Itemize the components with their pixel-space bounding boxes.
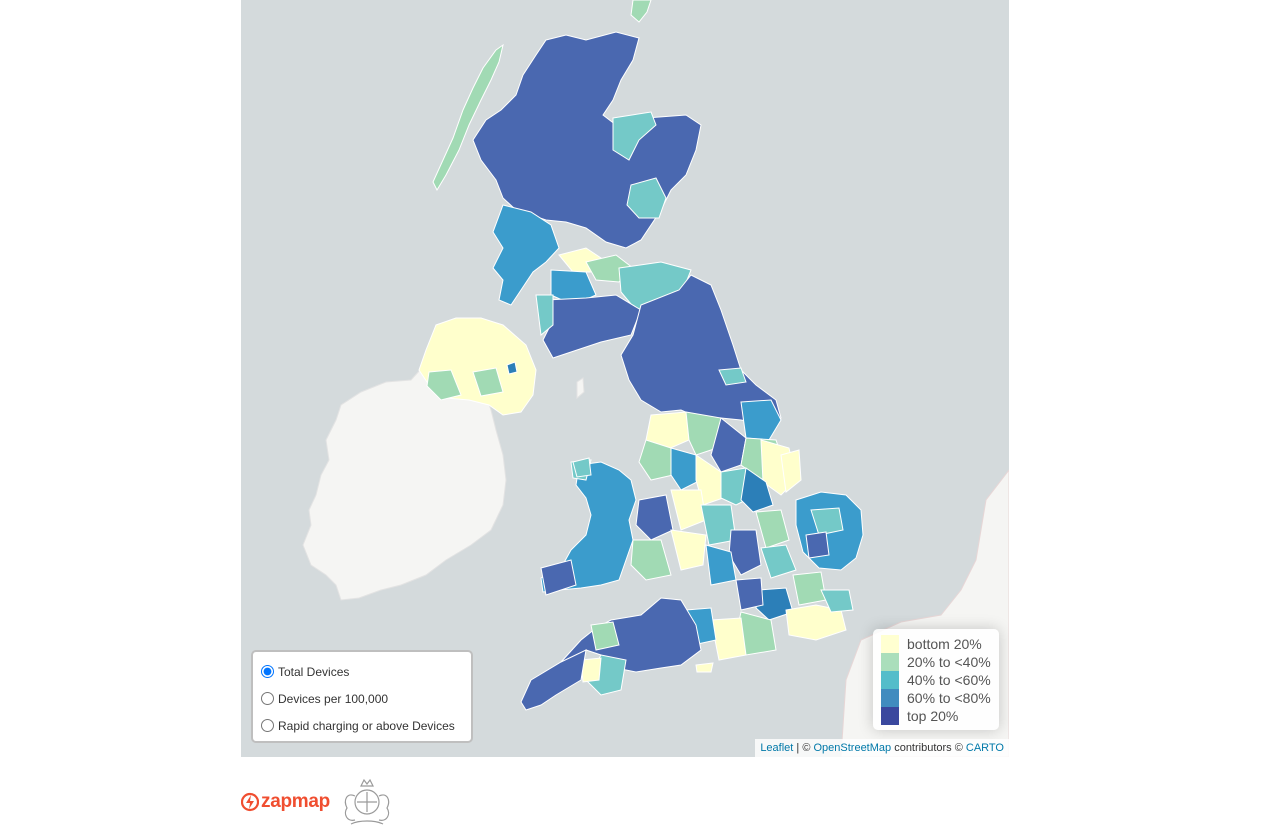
legend-swatch: [881, 653, 899, 671]
layer-option-rapid-charging[interactable]: Rapid charging or above Devices: [261, 712, 463, 739]
zapmap-logo: zapmap: [241, 791, 330, 813]
leaflet-link[interactable]: Leaflet: [760, 742, 794, 754]
total-devices-radio[interactable]: [261, 665, 274, 678]
layer-option-label: Total Devices: [278, 664, 350, 679]
legend-row: top 20%: [881, 707, 991, 725]
carto-link[interactable]: CARTO: [965, 742, 1004, 754]
legend-swatch: [881, 707, 899, 725]
layer-option-devices-per-100k[interactable]: Devices per 100,000: [261, 685, 463, 712]
legend-label: 20% to <40%: [907, 654, 991, 670]
attribution-mid: contributors ©: [891, 742, 966, 754]
legend-row: 60% to <80%: [881, 689, 991, 707]
legend-label: top 20%: [907, 708, 959, 724]
map-legend: bottom 20% 20% to <40% 40% to <60% 60% t…: [873, 629, 999, 730]
legend-row: 20% to <40%: [881, 653, 991, 671]
devices-per-100k-radio[interactable]: [261, 692, 274, 705]
legend-label: 40% to <60%: [907, 672, 991, 688]
legend-swatch: [881, 671, 899, 689]
legend-swatch: [881, 689, 899, 707]
legend-label: bottom 20%: [907, 636, 982, 652]
zapmap-wordmark: zapmap: [261, 791, 330, 812]
openstreetmap-link[interactable]: OpenStreetMap: [813, 742, 892, 754]
legend-row: bottom 20%: [881, 635, 991, 653]
layer-option-label: Devices per 100,000: [278, 691, 389, 706]
wales: [540, 461, 637, 593]
map-container[interactable]: Total Devices Devices per 100,000 Rapid …: [241, 0, 1009, 757]
legend-row: 40% to <60%: [881, 671, 991, 689]
lightning-icon: [241, 792, 259, 812]
footer-logos: zapmap: [241, 772, 441, 830]
south-west: [559, 597, 702, 673]
rapid-charging-radio[interactable]: [261, 719, 274, 732]
layer-option-total-devices[interactable]: Total Devices: [261, 658, 463, 685]
map-attribution: Leaflet | © OpenStreetMap contributors ©…: [755, 739, 1009, 757]
map-tiles: [302, 0, 1009, 757]
attribution-sep: | ©: [793, 742, 814, 754]
outer-hebrides: [432, 43, 504, 192]
legend-label: 60% to <80%: [907, 690, 991, 706]
argyll: [492, 204, 560, 306]
layer-control: Total Devices Devices per 100,000 Rapid …: [251, 650, 473, 743]
royal-crest-icon: [344, 778, 390, 825]
legend-swatch: [881, 635, 899, 653]
layer-option-label: Rapid charging or above Devices: [278, 718, 455, 733]
